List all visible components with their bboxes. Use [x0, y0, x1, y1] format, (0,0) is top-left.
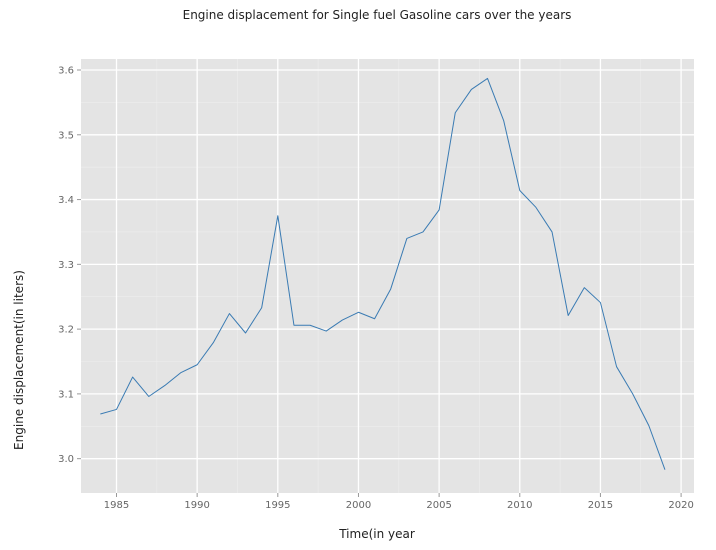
x-tick-label: 1985 [104, 500, 129, 511]
data-point [162, 383, 167, 388]
series-line [100, 77, 666, 470]
data-point [146, 394, 151, 399]
data-point [566, 313, 571, 318]
data-point [372, 316, 377, 321]
data-point [324, 329, 329, 334]
y-tick-label: 3.4 [58, 195, 74, 206]
data-point [533, 205, 538, 210]
data-point [130, 375, 135, 380]
x-tick-label: 1990 [184, 500, 209, 511]
data-point [437, 207, 442, 212]
data-point [598, 300, 603, 305]
data-point [501, 118, 506, 123]
y-axis: 3.0 3.1 3.2 3.3 3.4 3.5 3.6 [58, 66, 81, 465]
x-tick-label: 2015 [588, 500, 613, 511]
data-point [291, 323, 296, 328]
data-point [404, 236, 409, 241]
data-point [517, 188, 522, 193]
data-point [243, 331, 248, 336]
data-point [114, 407, 119, 412]
data-point [356, 310, 361, 315]
data-point [630, 391, 635, 396]
x-tick-label: 1995 [265, 500, 290, 511]
data-point [195, 362, 200, 367]
data-point [469, 87, 474, 92]
data-point [420, 229, 425, 234]
y-axis-label: Engine displacement(in liters) [12, 270, 26, 450]
data-point [308, 323, 313, 328]
data-point [485, 76, 490, 81]
x-tick-label: 2000 [346, 500, 371, 511]
data-point [662, 467, 667, 472]
data-point [211, 340, 216, 345]
y-tick-label: 3.0 [58, 454, 74, 465]
data-point [340, 318, 345, 323]
data-point [388, 286, 393, 291]
data-point [227, 311, 232, 316]
plot-area [81, 59, 694, 493]
y-tick-label: 3.3 [58, 260, 74, 271]
chart-title: Engine displacement for Single fuel Gaso… [183, 8, 572, 22]
data-point [646, 423, 651, 428]
x-tick-label: 2020 [668, 500, 693, 511]
series-layer [98, 76, 667, 472]
y-tick-label: 3.2 [58, 325, 74, 336]
y-tick-label: 3.5 [58, 130, 74, 141]
x-axis-label: Time(in year [338, 527, 415, 541]
y-tick-label: 3.1 [58, 389, 74, 400]
y-tick-label: 3.6 [58, 66, 74, 77]
data-point [179, 370, 184, 375]
x-axis: 1985 1990 1995 2000 2005 2010 2015 2020 [104, 493, 694, 511]
data-point [98, 411, 103, 416]
x-tick-label: 2005 [426, 500, 451, 511]
major-gridlines [81, 59, 694, 493]
data-point [582, 285, 587, 290]
data-point [453, 110, 458, 115]
data-point [275, 213, 280, 218]
x-tick-label: 2010 [507, 500, 532, 511]
data-point [259, 305, 264, 310]
data-point [550, 229, 555, 234]
data-point [614, 364, 619, 369]
